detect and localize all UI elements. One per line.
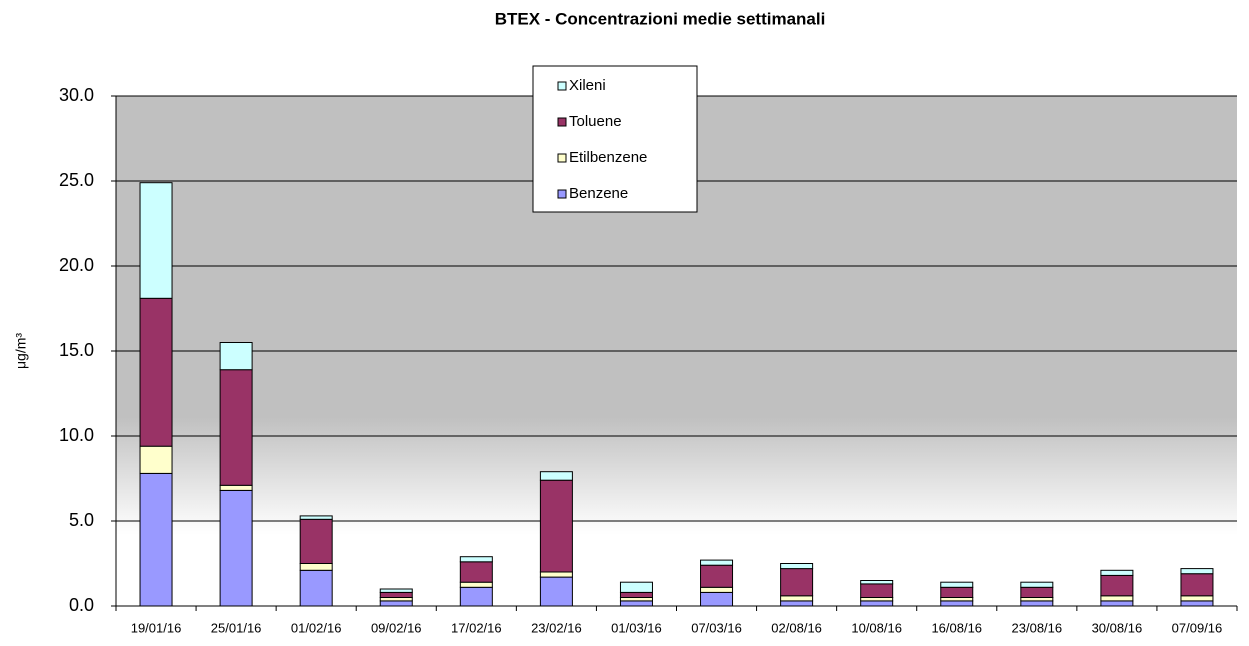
bar-segment: [299, 515, 333, 520]
bar-segment: [700, 559, 734, 566]
bar-segment: [940, 586, 974, 598]
y-tick-label: 10.0: [59, 425, 94, 445]
bar-segment: [299, 518, 333, 564]
y-tick-label: 30.0: [59, 85, 94, 105]
bar-segment: [700, 586, 734, 593]
x-tick-label: 10/08/16: [851, 620, 902, 635]
bar-segment: [940, 597, 974, 602]
bar-segment: [619, 597, 653, 602]
bar-segment: [1100, 574, 1134, 597]
bar-segment: [379, 597, 413, 602]
bar-segment: [780, 568, 814, 597]
legend-label: Benzene: [569, 185, 628, 202]
bar-segment: [619, 600, 653, 607]
bar-segment: [780, 595, 814, 602]
x-tick-label: 09/02/16: [371, 620, 422, 635]
bar-segment: [539, 471, 573, 481]
bar-segment: [1100, 569, 1134, 576]
legend-swatch: [557, 189, 567, 199]
bar-segment: [860, 600, 894, 607]
bar-segment: [539, 479, 573, 573]
bar-segment: [139, 182, 173, 299]
bar-segment: [1020, 597, 1054, 602]
bar-segment: [860, 583, 894, 599]
bar-segment: [1180, 568, 1214, 575]
bar-segment: [219, 342, 253, 371]
x-tick-label: 16/08/16: [931, 620, 982, 635]
bar-segment: [539, 571, 573, 578]
bar-segment: [219, 369, 253, 486]
chart-title: BTEX - Concentrazioni medie settimanali: [495, 9, 826, 28]
legend-items: Benzene Etilbenzene Toluene Xileni: [557, 77, 647, 202]
bar-segment: [940, 600, 974, 607]
x-tick-label: 02/08/16: [771, 620, 822, 635]
legend-label: Etilbenzene: [569, 149, 647, 166]
legend-swatch: [557, 117, 567, 127]
legend-label: Toluene: [569, 113, 622, 130]
x-tick-label: 01/03/16: [611, 620, 662, 635]
y-tick-label: 25.0: [59, 170, 94, 190]
y-axis-label: μg/m³: [13, 333, 29, 369]
bar-segment: [459, 561, 493, 583]
bar-segment: [299, 569, 333, 607]
x-tick-label: 07/09/16: [1172, 620, 1223, 635]
x-tick-label: 23/08/16: [1012, 620, 1063, 635]
legend-swatch: [557, 153, 567, 163]
bar-segment: [1020, 600, 1054, 607]
bar-segment: [379, 588, 413, 593]
bar-segment: [780, 600, 814, 607]
y-tick-label: 20.0: [59, 255, 94, 275]
legend-swatch: [557, 81, 567, 91]
bar-segment: [780, 563, 814, 570]
bar-segment: [299, 563, 333, 571]
bar-segment: [219, 484, 253, 491]
bar-segment: [619, 581, 653, 593]
bar-segment: [619, 591, 653, 599]
x-tick-label: 30/08/16: [1092, 620, 1143, 635]
bar-segment: [1100, 595, 1134, 602]
bar-segment: [379, 600, 413, 607]
bar-segment: [219, 489, 253, 607]
bar-segment: [700, 564, 734, 588]
bar-segment: [1180, 573, 1214, 597]
bar-segment: [940, 581, 974, 588]
y-tick-label: 5.0: [69, 510, 94, 530]
bar-segment: [139, 297, 173, 447]
bar-segment: [379, 591, 413, 599]
bar-segment: [1100, 600, 1134, 607]
bar-segment: [1020, 581, 1054, 588]
x-tick-label: 23/02/16: [531, 620, 582, 635]
bar-segment: [139, 472, 173, 607]
bar-segment: [459, 586, 493, 607]
bar-segment: [459, 556, 493, 563]
bar-segment: [539, 576, 573, 607]
x-tick-label: 01/02/16: [291, 620, 342, 635]
x-tick-label: 17/02/16: [451, 620, 502, 635]
marks: 0.0 5.0 10.0 15.0 20.0 25.0 30.0 19/01/16 25/01/…: [59, 85, 1238, 635]
y-tick-label: 0.0: [69, 595, 94, 615]
bar-segment: [1020, 586, 1054, 598]
bar-segment: [459, 581, 493, 588]
bar-segment: [860, 580, 894, 585]
bar-segment: [1180, 600, 1214, 607]
x-tick-label: 25/01/16: [211, 620, 262, 635]
y-tick-label: 15.0: [59, 340, 94, 360]
bar-segment: [700, 591, 734, 607]
x-tick-label: 19/01/16: [131, 620, 182, 635]
bar-segment: [860, 597, 894, 602]
bar-segment: [1180, 595, 1214, 602]
legend-label: Xileni: [569, 77, 606, 94]
x-tick-label: 07/03/16: [691, 620, 742, 635]
bar-segment: [139, 445, 173, 474]
